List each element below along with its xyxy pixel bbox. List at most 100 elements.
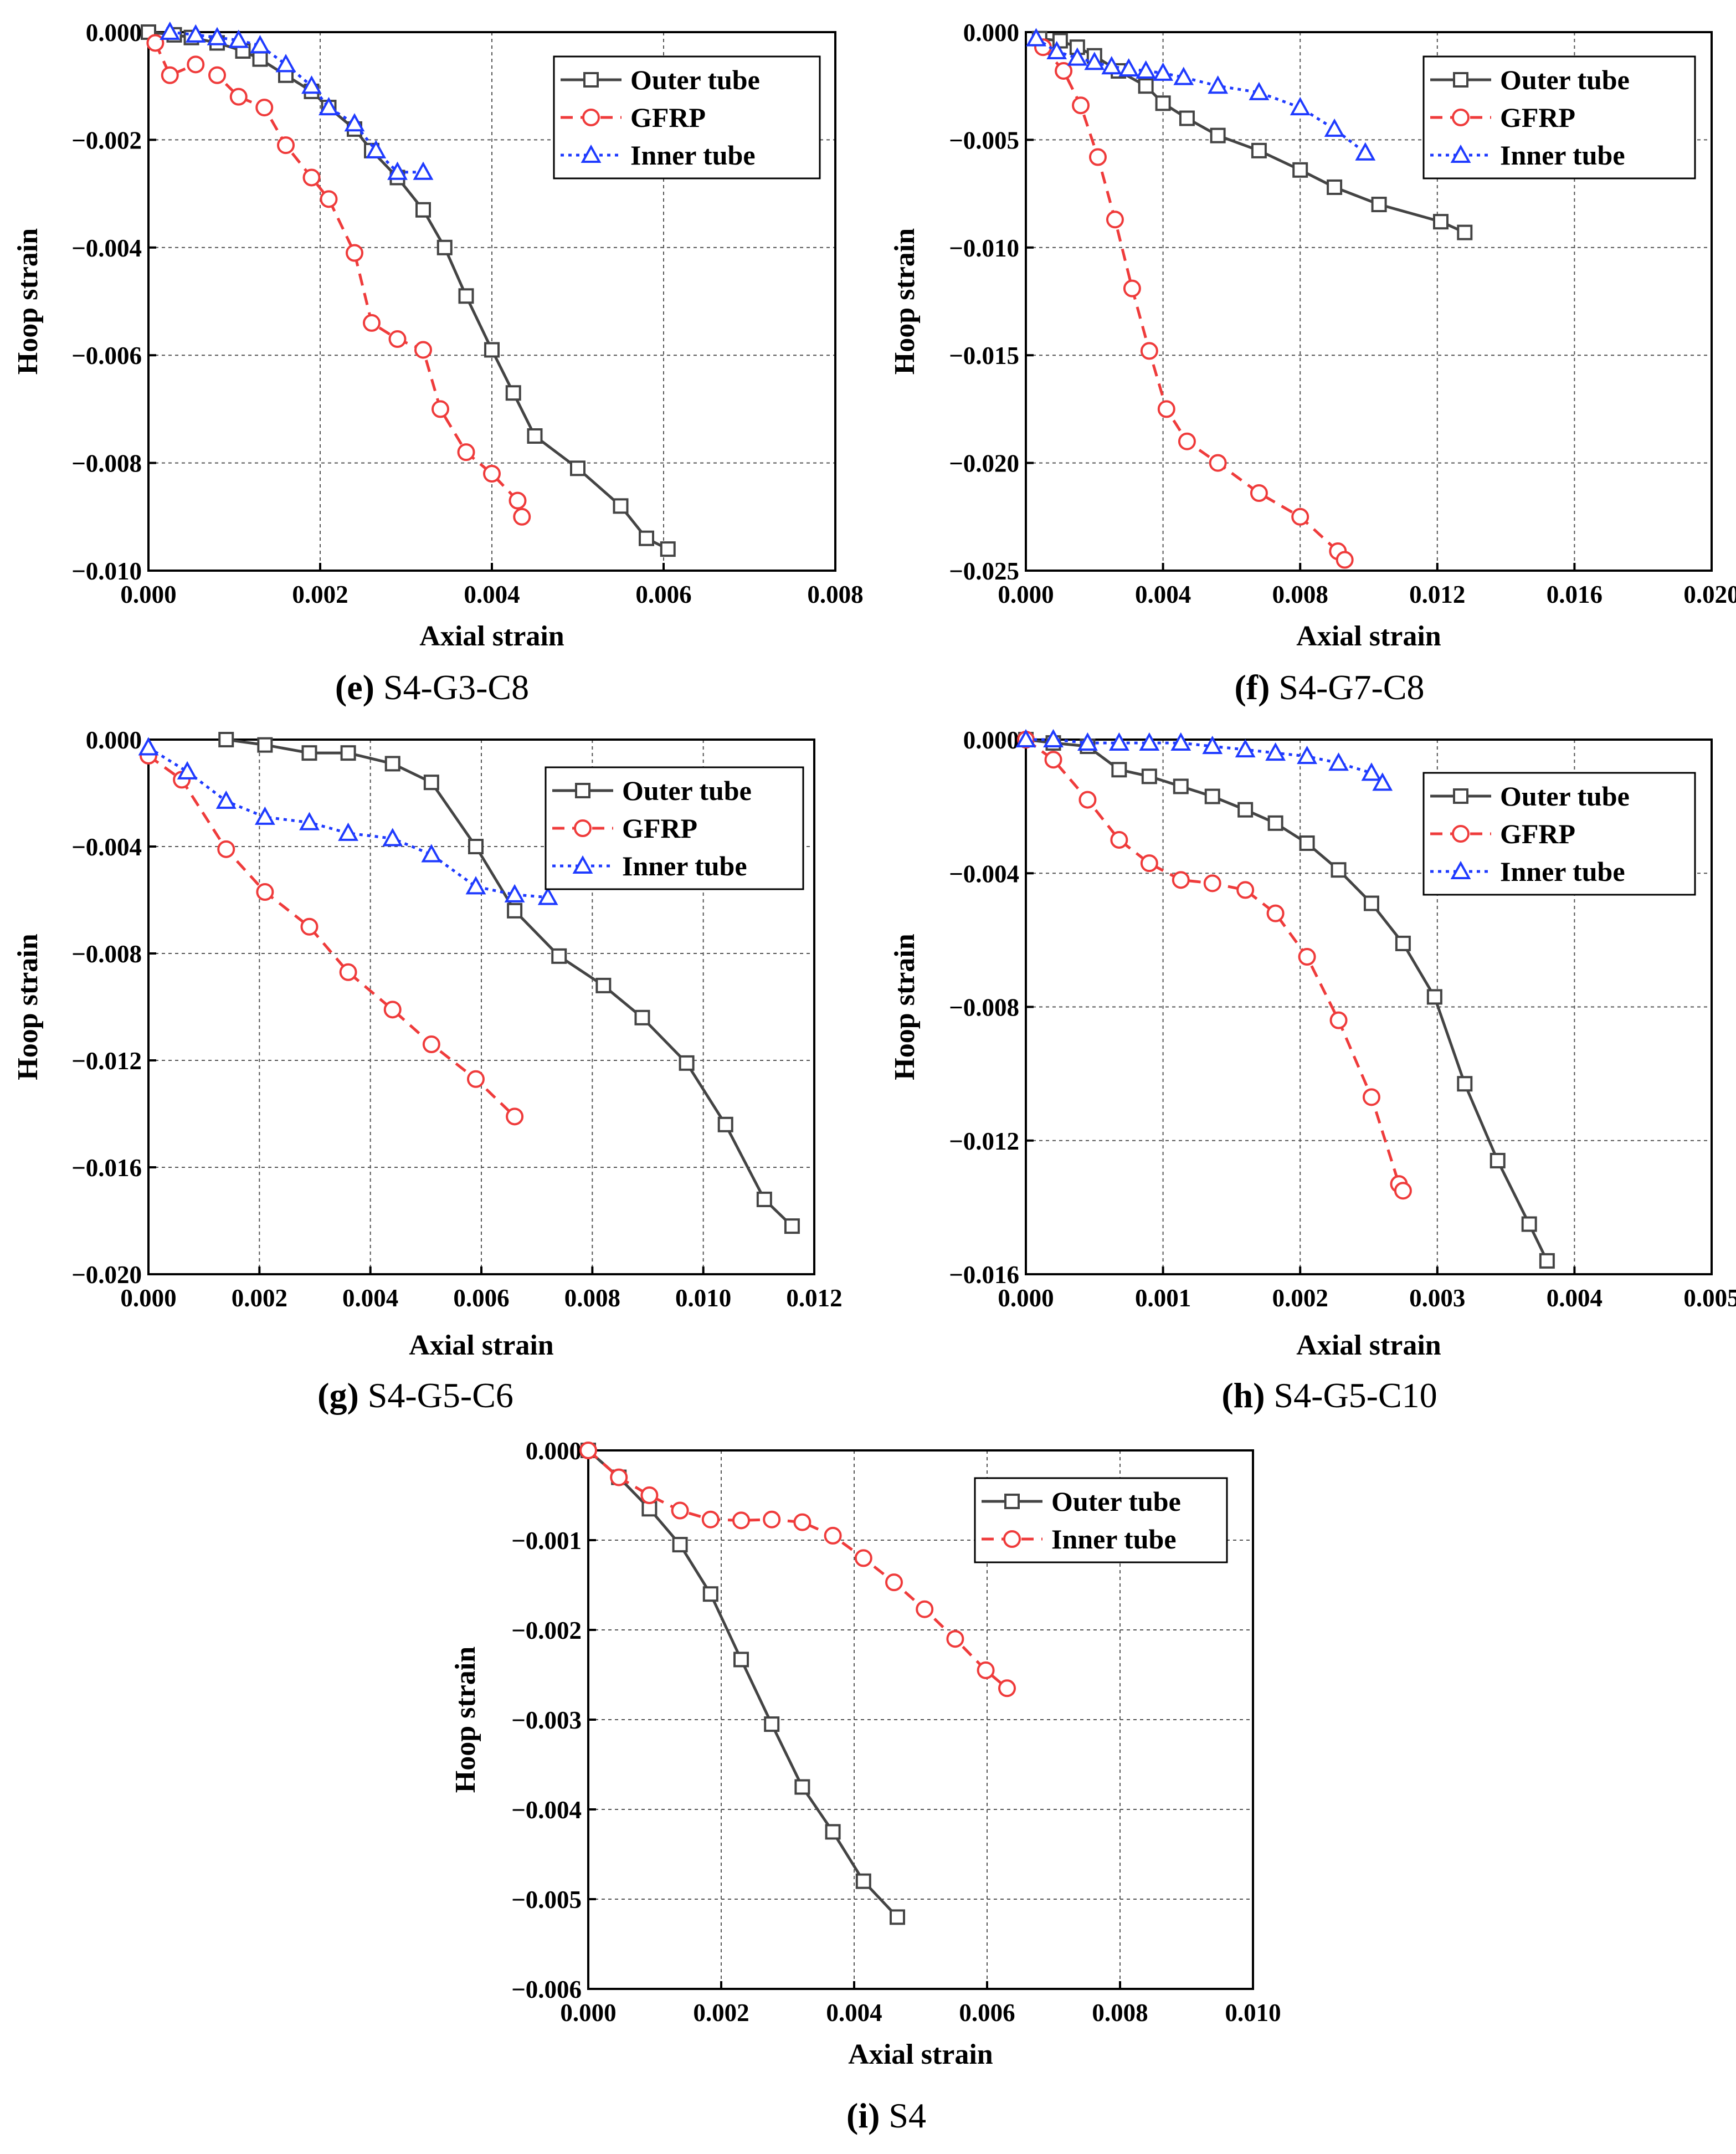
data-point — [257, 737, 273, 753]
series-line-inner-tube — [170, 30, 423, 174]
x-tick-label: 0.006 — [959, 1999, 1015, 2027]
data-point — [1372, 772, 1393, 791]
data-point — [1298, 948, 1316, 966]
data-point — [1265, 742, 1286, 761]
data-point — [301, 745, 317, 761]
data-point — [215, 790, 237, 809]
x-tick-label: 0.008 — [1092, 1999, 1148, 2027]
series-line-inner-tube — [1035, 37, 1367, 154]
legend-label: Inner tube — [622, 850, 747, 881]
data-point — [1015, 729, 1036, 747]
chart-panel-i: 0.000 0.002 0.004 0.006 0.008 0.0100.000−0.00… — [450, 1437, 1281, 2135]
data-point — [825, 1824, 841, 1840]
legend-marker — [1450, 860, 1471, 879]
legend-label: GFRP — [622, 813, 697, 844]
legend-marker — [1453, 72, 1468, 88]
data-point — [1043, 729, 1064, 747]
caption-letter: (f) — [1234, 668, 1270, 707]
panel-caption: (h) S4-G5-C10 — [1221, 1376, 1437, 1415]
data-point — [1179, 110, 1195, 126]
data-point — [228, 29, 249, 48]
legend-marker — [1452, 825, 1470, 843]
data-point — [1457, 224, 1473, 240]
data-point — [504, 884, 525, 902]
data-point — [252, 51, 268, 67]
data-point — [784, 1218, 800, 1234]
data-point — [1363, 895, 1379, 911]
y-tick-label: −0.025 — [949, 557, 1019, 585]
data-point — [885, 1573, 903, 1592]
data-point — [507, 902, 523, 919]
caption-text: S4-G7-C8 — [1270, 668, 1424, 707]
data-point — [1157, 400, 1175, 418]
x-axis-label: Axial strain — [1296, 620, 1441, 652]
series-line-inner-tube — [587, 1449, 1008, 1690]
data-point — [1539, 1253, 1555, 1269]
y-tick-label: 0.000 — [963, 726, 1019, 754]
y-tick-label: −0.020 — [71, 1261, 142, 1289]
series-group — [138, 732, 800, 1234]
panel-caption: (f) S4-G7-C8 — [1234, 668, 1424, 707]
x-tick-label: 0.012 — [1409, 581, 1465, 608]
panel-caption: (e) S4-G3-C8 — [335, 668, 529, 707]
data-point — [465, 876, 486, 895]
y-tick-label: 0.000 — [526, 1437, 582, 1465]
data-point — [639, 530, 654, 546]
legend-label: GFRP — [1500, 102, 1575, 133]
data-point — [388, 330, 407, 348]
x-tick-label: 0.003 — [1409, 1284, 1465, 1312]
series-line-gfrp — [147, 754, 516, 1118]
data-point — [138, 737, 159, 756]
series-group — [1026, 28, 1473, 569]
panel-caption: (i) S4 — [846, 2096, 926, 2135]
caption-letter: (i) — [846, 2096, 880, 2135]
data-point — [1140, 854, 1158, 873]
data-point — [824, 1526, 842, 1545]
x-tick-label: 0.008 — [1272, 581, 1328, 608]
x-axis-label: Axial strain — [848, 2039, 993, 2070]
caption-letter: (g) — [317, 1376, 359, 1415]
data-point — [255, 99, 274, 117]
data-point — [1055, 61, 1073, 80]
data-point — [1328, 752, 1349, 771]
y-tick-label: −0.008 — [71, 450, 142, 478]
data-point — [763, 1510, 781, 1529]
legend-label: Inner tube — [1051, 1524, 1177, 1555]
data-point — [432, 400, 449, 418]
data-point — [764, 1716, 780, 1732]
x-tick-label: 0.006 — [453, 1284, 509, 1312]
data-point — [363, 314, 381, 332]
data-point — [483, 465, 501, 483]
caption-text: S4-G5-C6 — [359, 1376, 513, 1415]
data-point — [146, 34, 165, 52]
data-point — [177, 761, 198, 779]
legend-label: Inner tube — [1500, 856, 1625, 887]
data-point — [299, 812, 320, 830]
data-point — [1299, 835, 1315, 851]
legend-marker — [1003, 1530, 1021, 1548]
data-point — [185, 24, 206, 43]
x-tick-label: 0.006 — [635, 581, 691, 608]
x-tick-label: 0.002 — [693, 1999, 749, 2027]
data-point — [509, 491, 527, 510]
data-point — [756, 1191, 772, 1207]
data-point — [250, 35, 270, 54]
y-tick-label: −0.004 — [511, 1796, 582, 1824]
series-group — [141, 21, 676, 557]
series-group — [579, 1442, 1016, 1925]
data-point — [1236, 881, 1255, 899]
x-tick-label: 0.016 — [1547, 581, 1603, 608]
data-point — [1203, 874, 1221, 893]
legend: Outer tube Inner tube — [974, 1477, 1228, 1563]
x-tick-label: 0.020 — [1683, 581, 1736, 608]
data-point — [679, 1055, 695, 1071]
data-point — [1371, 197, 1387, 213]
data-point — [1292, 162, 1308, 178]
legend-marker — [1004, 1494, 1020, 1509]
data-point — [421, 844, 442, 863]
data-point — [1155, 95, 1171, 111]
data-point — [1394, 1182, 1412, 1200]
data-point — [1355, 142, 1376, 161]
data-point — [793, 1513, 811, 1531]
x-tick-label: 0.004 — [464, 581, 520, 608]
